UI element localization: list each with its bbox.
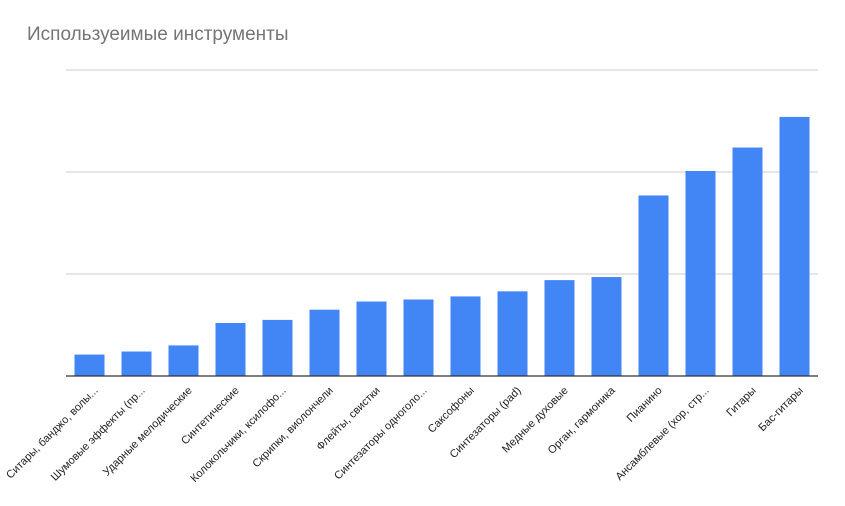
bar: [74, 354, 105, 376]
bar: [544, 280, 575, 376]
bar: [262, 319, 293, 376]
bar: [497, 291, 528, 376]
bar: [215, 322, 246, 376]
x-tick-label: Колокольчики, ксилофо...: [189, 385, 289, 485]
x-tick-label: Ансамблевые (хор, стр...: [613, 385, 711, 483]
bar: [168, 345, 199, 376]
bar: [779, 116, 810, 377]
bar: [356, 301, 387, 376]
bar: [121, 351, 152, 376]
x-tick-label: Пианино: [625, 385, 665, 425]
x-tick-labels: Ситары, банджо, волы...Шумовые эффекты (…: [4, 384, 806, 485]
bar: [685, 170, 716, 376]
bar: [403, 299, 434, 376]
x-tick-label: Гитары: [724, 385, 758, 419]
bar: [638, 195, 669, 376]
bars: [74, 116, 810, 377]
bar: [591, 277, 622, 376]
bar: [450, 296, 481, 376]
x-tick-label: Скрипки, виолончели: [250, 385, 335, 470]
x-tick-label: Ударные мелодические: [101, 385, 195, 479]
chart-title: Используеимые инструменты: [27, 24, 289, 45]
x-tick-label: Синтезаторы одноголо...: [332, 385, 430, 483]
x-tick-label: Бас-гитары: [756, 385, 805, 434]
x-tick-label: Саксофоны: [426, 385, 477, 436]
x-tick-label: Шумовые эффекты (пр...: [49, 385, 148, 484]
bar: [309, 309, 340, 376]
bar: [732, 147, 763, 376]
x-tick-label: Ситары, банджо, волы...: [4, 385, 101, 482]
